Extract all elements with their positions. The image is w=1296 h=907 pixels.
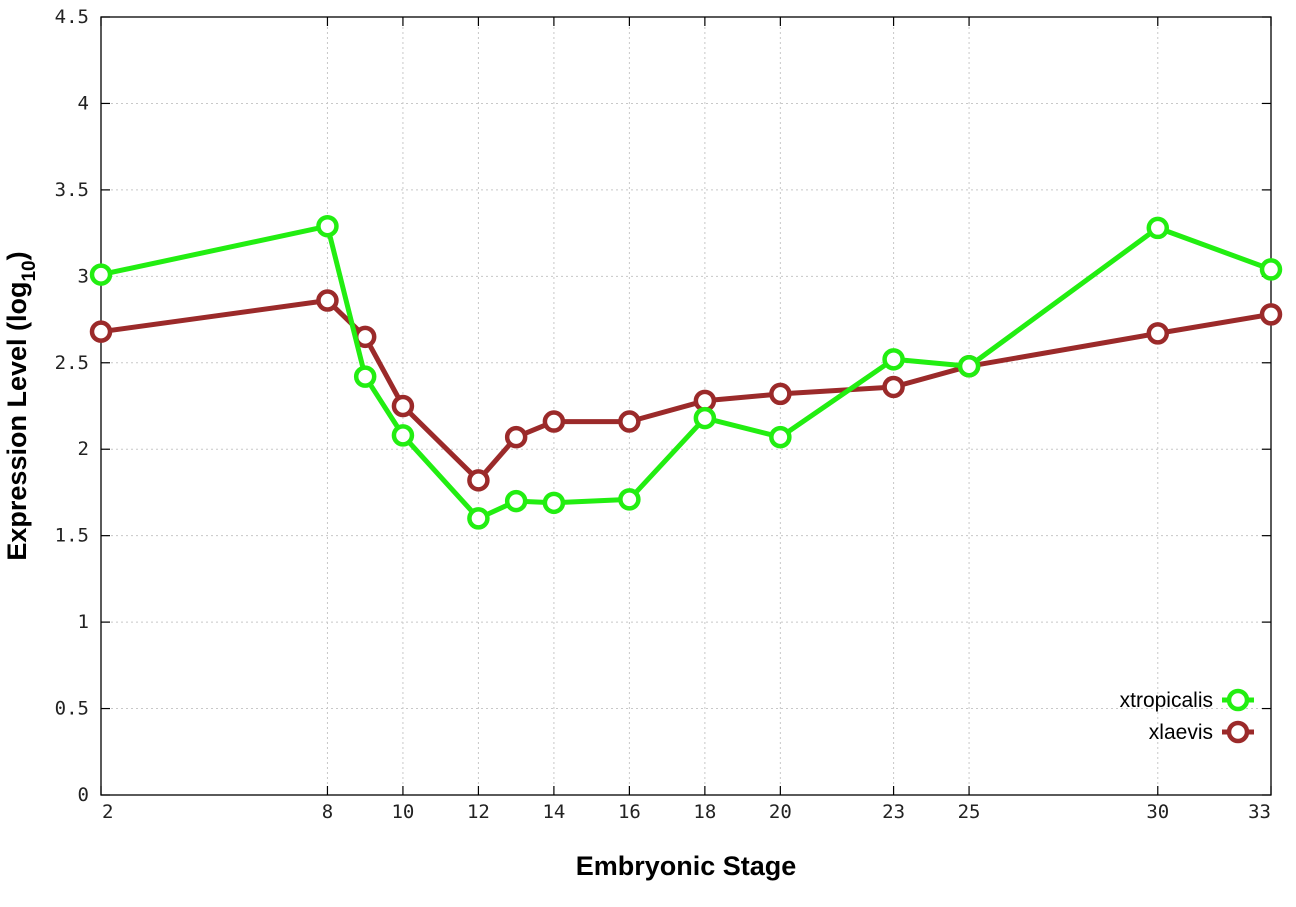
y-tick-label: 2.5 [55, 352, 89, 374]
data-point [1146, 216, 1170, 240]
data-point [957, 354, 981, 378]
legend-swatch-marker [1226, 720, 1250, 744]
x-tick-label: 25 [958, 801, 981, 823]
series-xtropicalis [89, 214, 1283, 530]
data-point [882, 348, 905, 371]
series-line [100, 223, 1272, 521]
data-point [504, 489, 528, 513]
data-point [391, 424, 415, 447]
data-point [693, 406, 717, 430]
x-tick-label: 16 [618, 801, 641, 823]
series-xlaevis [89, 289, 1283, 492]
y-tick-label: 1 [78, 611, 89, 633]
series-line [100, 298, 1272, 483]
data-point [467, 507, 490, 530]
data-point [882, 375, 905, 399]
series-layer [89, 214, 1283, 530]
data-point [467, 469, 490, 492]
data-point [769, 425, 792, 449]
y-tick-label: 1.5 [55, 525, 89, 547]
x-axis-title: Embryonic Stage [576, 851, 797, 881]
x-tick-label: 33 [1248, 801, 1271, 823]
x-tick-label: 30 [1146, 801, 1169, 823]
y-axis-title: Expression Level (log10) [2, 251, 40, 560]
data-point [391, 394, 415, 418]
data-point [504, 425, 528, 449]
y-tick-label: 0 [78, 784, 89, 806]
x-tick-label: 10 [391, 801, 414, 823]
legend-swatch-marker [1226, 688, 1250, 712]
y-axis-title-main: Expression Level (log [2, 282, 32, 561]
y-tick-label: 4 [78, 92, 89, 114]
data-point [1259, 258, 1283, 281]
data-point [542, 491, 566, 515]
data-point [353, 365, 377, 388]
x-tick-label: 23 [882, 801, 905, 823]
y-axis-title-suffix: ) [2, 251, 32, 260]
data-point [542, 410, 566, 433]
legend-label: xlaevis [1149, 721, 1213, 744]
x-tick-label: 14 [542, 801, 565, 823]
x-tick-label: 8 [322, 801, 333, 823]
data-point [1259, 303, 1283, 326]
legend-label: xtropicalis [1120, 689, 1213, 712]
data-point [316, 289, 339, 312]
axis-ticks: 0 0.5 1 1.5 2 2.5 3 3.5 4 4.5 2 8 10 12 14 16 18 20 23 25 30… [55, 6, 1272, 823]
data-point [618, 410, 641, 433]
data-point [316, 214, 339, 238]
legend: xtropicalis xlaevis [1120, 688, 1254, 744]
y-tick-label: 0.5 [55, 698, 89, 720]
grid [101, 17, 1271, 795]
data-point [89, 320, 113, 343]
y-tick-label: 2 [78, 438, 89, 460]
x-tick-label: 2 [102, 801, 113, 823]
data-point [769, 382, 792, 406]
x-tick-label: 20 [769, 801, 792, 823]
data-point [1146, 322, 1170, 345]
x-tick-label: 12 [467, 801, 490, 823]
x-tick-label: 18 [693, 801, 716, 823]
data-point [89, 263, 113, 286]
plot-frame [100, 16, 1272, 796]
y-tick-label: 4.5 [55, 6, 89, 28]
y-axis-title-subscript: 10 [19, 260, 40, 281]
y-tick-label: 3.5 [55, 179, 89, 201]
y-tick-label: 3 [78, 265, 89, 287]
data-point [618, 488, 641, 511]
